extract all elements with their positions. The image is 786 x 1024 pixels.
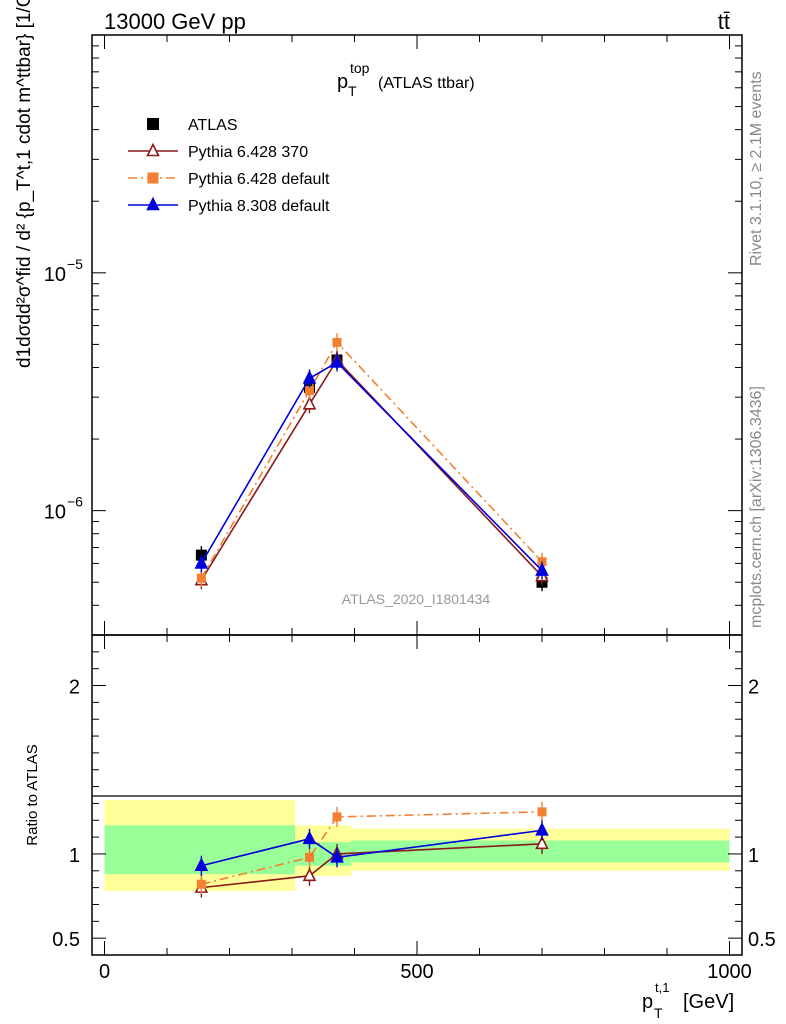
main-title: p	[337, 71, 348, 93]
main-point-marker	[332, 337, 342, 347]
mcplots-label: mcplots.cern.ch [arXiv:1306.3436]	[748, 386, 765, 628]
energy-label: 13000 GeV pp	[104, 9, 246, 34]
process-label: tt̄	[718, 9, 730, 34]
ratio-y-tick-label-right: 0.5	[748, 929, 776, 951]
x-axis-label-rest: [GeV]	[683, 991, 734, 1013]
main-y-axis-label: d1dσdd²σ^fid / d² {p_T^t,1 cdot m^ttbar}…	[14, 0, 35, 368]
legend-label: ATLAS	[188, 117, 238, 134]
x-axis-label-main: p	[642, 991, 653, 1013]
main-series-1	[194, 350, 549, 590]
x-tick-label: 0	[99, 961, 110, 983]
ratio-series-2	[194, 820, 549, 876]
ratio-point-marker	[196, 879, 206, 889]
ratio-y-axis-label: Ratio to ATLAS	[24, 744, 41, 845]
main-y-tick-exponent: −6	[67, 494, 83, 510]
legend-label: Pythia 6.428 default	[188, 171, 330, 188]
ratio-series-line	[201, 843, 543, 889]
main-series-0	[195, 350, 548, 592]
ratio-y-tick-label: 2	[69, 677, 80, 699]
ratio-series-1	[196, 801, 547, 895]
main-series-line	[200, 341, 543, 579]
ratio-y-tick-label-right: 1	[748, 845, 759, 867]
x-tick-label: 1000	[707, 961, 752, 983]
main-series-line	[200, 361, 543, 572]
x-axis-label-sub: T	[654, 1005, 663, 1021]
main-y-tick-label: 10	[44, 264, 66, 286]
ratio-y-tick-label-right: 2	[748, 677, 759, 699]
main-point-marker	[330, 354, 344, 368]
main-axis-ticks: 10−610−5	[44, 34, 742, 636]
analysis-watermark: ATLAS_2020_I1801434	[342, 591, 491, 607]
ratio-data-layer	[194, 801, 549, 898]
ratio-point-marker	[537, 807, 547, 817]
ratio-point-marker	[305, 852, 314, 862]
title-main: p	[337, 71, 348, 93]
ratio-band-green	[351, 840, 730, 863]
ratio-y-tick-label: 1	[69, 845, 80, 867]
main-point-marker	[302, 370, 317, 384]
ratio-point-marker	[302, 830, 317, 845]
ratio-point-marker	[332, 812, 342, 822]
legend-marker	[147, 118, 159, 130]
x-axis-label-sup: t,1	[655, 980, 669, 995]
main-point-marker	[535, 562, 549, 576]
ratio-y-tick-label: 0.5	[52, 929, 80, 951]
ratio-plot-panel: 0.5 0.5 1 1 2 2 0 500 1000 Ratio to ATLAS p T t,…	[24, 634, 776, 1021]
legend-marker	[146, 196, 160, 211]
main-series-2	[196, 333, 547, 588]
title-rest: (ATLAS ttbar)	[378, 75, 475, 92]
ratio-point-marker	[302, 867, 317, 882]
legend-label: Pythia 8.308 default	[188, 198, 330, 215]
main-series-3	[194, 353, 549, 580]
ratio-point-marker	[535, 822, 549, 836]
ratio-point-marker	[330, 849, 344, 863]
x-tick-label: 500	[400, 961, 433, 983]
ratio-axis-ticks: 0.5 0.5 1 1 2 2 0 500 1000	[52, 635, 776, 983]
main-y-tick-label: 10	[44, 502, 66, 524]
main-plot-panel: 10−610−5 p T top (ATLAS ttbar) ATLAS_202…	[14, 0, 743, 636]
main-data-layer	[194, 333, 549, 592]
main-point-marker	[194, 555, 209, 569]
ratio-series-line	[201, 811, 543, 886]
ratio-point-marker	[194, 857, 209, 872]
legend-label: Pythia 6.428 370	[188, 144, 308, 161]
legend: ATLAS Pythia 6.428 370 Pythia 6.428 defaul…	[128, 117, 330, 215]
ratio-series-line	[201, 829, 543, 867]
main-point-marker	[302, 396, 317, 410]
legend-marker	[147, 172, 159, 184]
ratio-point-marker	[535, 835, 549, 850]
rivet-label: Rivet 3.1.10, ≥ 2.1M events	[748, 71, 765, 266]
title-sup: top	[350, 60, 370, 76]
main-point-marker	[305, 386, 314, 396]
main-y-tick-exponent: −5	[67, 256, 83, 272]
ratio-uncertainty-bands	[104, 800, 730, 891]
legend-marker	[146, 142, 160, 157]
ratio-frame	[91, 634, 743, 956]
main-series-line	[200, 358, 543, 581]
title-sub: T	[348, 83, 357, 99]
main-point-marker	[196, 573, 206, 583]
